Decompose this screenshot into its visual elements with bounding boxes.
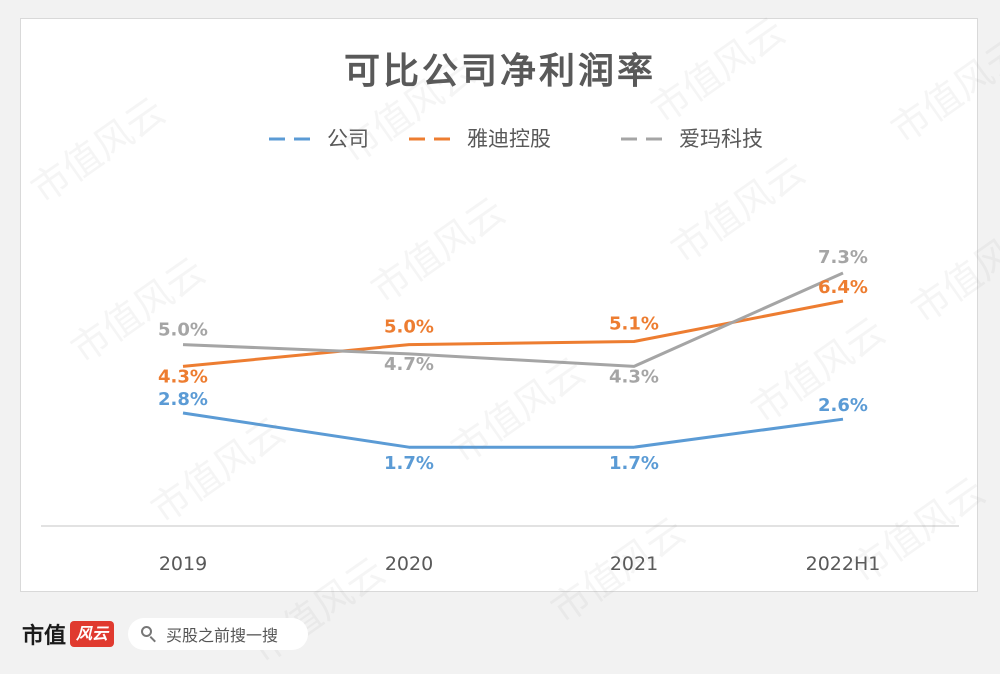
search-icon [140, 625, 158, 643]
data-label: 4.7% [384, 354, 434, 375]
x-tick-label: 2019 [159, 553, 207, 575]
legend: 公司 雅迪控股 爱玛科技 [269, 127, 763, 151]
x-tick-label: 2021 [610, 553, 658, 575]
series-line [182, 411, 844, 449]
search-text: 买股之前搜一搜 [166, 626, 279, 645]
series-line [182, 299, 844, 368]
data-label: 1.7% [609, 453, 659, 474]
series-layer: 2.8% 1.7% 1.7% 2.6% 4.3% 5.0% 5.1% 6.4% 5.0% 4.7%… [158, 247, 868, 474]
data-label: 4.3% [158, 366, 208, 387]
x-tick-label: 2022H1 [806, 553, 881, 575]
data-label: 5.0% [384, 317, 434, 338]
chart-card: 可比公司净利润率 公司 雅迪控股 爱玛科技 2.8% 1.7% 1.7% 2.6% 4.3%… [20, 18, 978, 592]
data-label: 5.1% [609, 313, 659, 334]
chart-title: 可比公司净利润率 [344, 51, 656, 92]
legend-label: 公司 [327, 127, 369, 151]
data-label: 2.8% [158, 389, 208, 410]
data-label: 1.7% [384, 453, 434, 474]
x-tick-label: 2020 [385, 553, 433, 575]
brand-logo[interactable]: 市值 风云 [22, 618, 115, 650]
series-line [182, 271, 844, 368]
legend-label: 雅迪控股 [467, 127, 551, 151]
data-label: 4.3% [609, 366, 659, 387]
legend-label: 爱玛科技 [679, 127, 763, 151]
footer: 市值 风云 买股之前搜一搜 [0, 600, 1000, 664]
search-pill[interactable]: 买股之前搜一搜 [128, 618, 308, 650]
x-axis-ticks: 2019 2020 2021 2022H1 [159, 553, 881, 575]
data-label: 5.0% [158, 320, 208, 341]
data-label: 2.6% [818, 395, 868, 416]
brand-badge: 风云 [70, 621, 115, 647]
data-label: 7.3% [818, 247, 868, 268]
data-label: 6.4% [818, 277, 868, 298]
chart-svg: 可比公司净利润率 公司 雅迪控股 爱玛科技 2.8% 1.7% 1.7% 2.6% 4.3%… [41, 51, 959, 575]
brand-text: 市值 [22, 623, 67, 649]
